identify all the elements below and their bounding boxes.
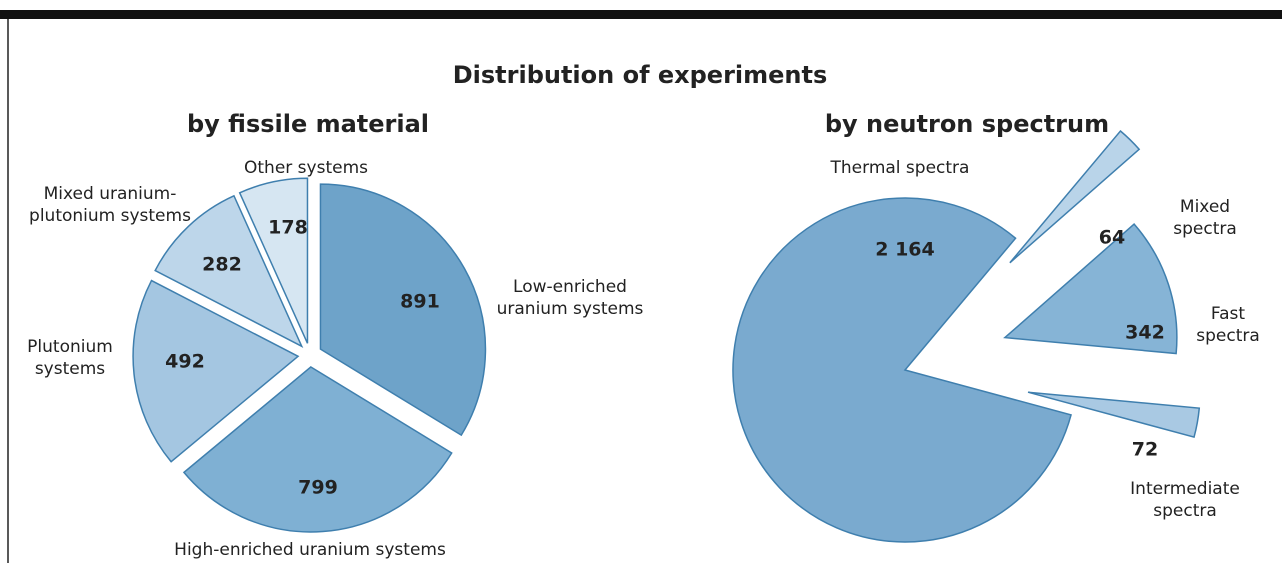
pie-slice <box>319 183 487 437</box>
value-label: 799 <box>298 477 338 499</box>
value-label: 492 <box>165 351 205 373</box>
pie-title: by neutron spectrum <box>825 110 1109 138</box>
category-label: Mixed spectra <box>1173 197 1237 239</box>
pie-slice <box>1027 391 1201 439</box>
value-label: 891 <box>400 291 440 313</box>
chart-title: Distribution of experiments <box>453 61 828 89</box>
category-label: High-enriched uranium systems <box>174 540 446 560</box>
pie-title: by fissile material <box>187 110 429 138</box>
value-label: 2 164 <box>875 239 935 261</box>
value-label: 342 <box>1125 322 1165 344</box>
pie-slice <box>182 366 453 533</box>
value-label: 72 <box>1132 439 1158 461</box>
pie-slice <box>154 194 304 348</box>
pie-slice <box>238 177 309 344</box>
category-label: Thermal spectra <box>830 158 970 178</box>
value-label: 282 <box>202 254 242 276</box>
pie-slice <box>132 279 300 463</box>
value-label: 64 <box>1099 227 1125 249</box>
category-label: Low-enriched uranium systems <box>496 277 644 319</box>
pie-slice <box>1003 223 1178 355</box>
category-label: Plutonium systems <box>27 337 113 379</box>
pie-slice <box>732 197 1072 543</box>
category-label: Other systems <box>244 158 368 178</box>
category-label: Fast spectra <box>1196 304 1260 346</box>
top-bar <box>0 10 1282 19</box>
value-label: 178 <box>268 217 308 239</box>
pie-slice <box>1009 129 1141 264</box>
category-label: Mixed uranium-plutonium systems <box>29 184 191 226</box>
category-label: Intermediate spectra <box>1130 479 1240 521</box>
